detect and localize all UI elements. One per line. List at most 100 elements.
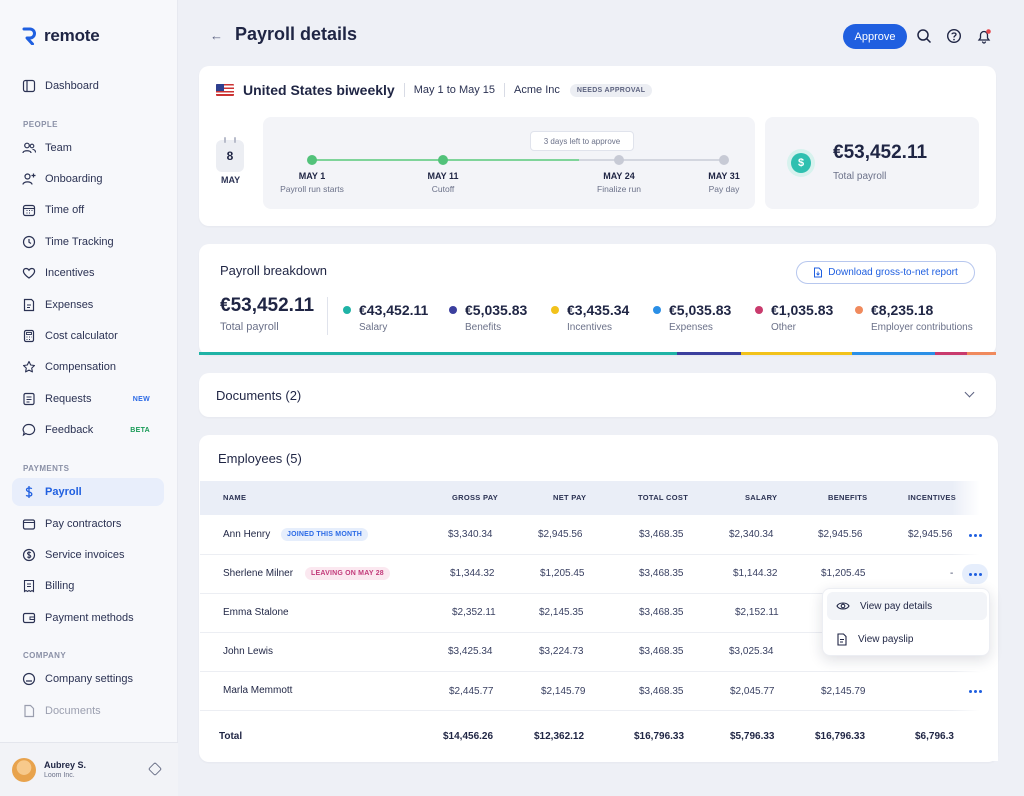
totals-label: Total: [219, 731, 243, 742]
column-header-total-cost[interactable]: TOTAL COST: [638, 493, 689, 502]
employee-name[interactable]: Ann Henry: [223, 529, 271, 540]
legend-dot: [653, 306, 661, 314]
salary: $2,045.77: [730, 686, 775, 697]
section-people: PEOPLE: [23, 120, 58, 129]
documents-card[interactable]: [199, 373, 996, 417]
sidebar-item-pay-contractors[interactable]: Pay contractors: [12, 510, 164, 538]
help-icon[interactable]: [946, 28, 962, 44]
menu-item-view-payslip[interactable]: View payslip: [827, 625, 987, 653]
sidebar-item-service-invoices[interactable]: Service invoices: [12, 541, 164, 569]
total-payroll-amount: €53,452.11: [833, 142, 928, 163]
divider: [504, 83, 506, 97]
row-actions-icon[interactable]: [962, 525, 988, 545]
legend-dot: [551, 306, 559, 314]
row-actions-icon[interactable]: [962, 681, 988, 701]
remote-logo-icon: [22, 27, 36, 45]
file-icon: [24, 704, 35, 718]
column-header-name[interactable]: NAME: [223, 493, 247, 502]
sidebar-item-payment-methods[interactable]: Payment methods: [12, 604, 164, 632]
employee-name[interactable]: John Lewis: [223, 646, 274, 657]
invoice-icon: [22, 548, 36, 562]
gross-pay: $3,340.34: [448, 529, 493, 540]
documents-title[interactable]: Documents (2): [216, 388, 302, 403]
approve-button[interactable]: Approve: [843, 24, 907, 49]
total-gross-pay: $14,456.26: [443, 731, 494, 742]
gross-pay: $2,445.77: [449, 686, 494, 697]
legend-dot: [855, 306, 863, 314]
employees-title: Employees (5): [218, 451, 302, 466]
employee-name[interactable]: Marla Memmott: [223, 685, 293, 696]
column-header-salary[interactable]: SALARY: [745, 493, 778, 502]
gross-pay: $3,425.34: [448, 646, 493, 657]
milestone-date: MAY 31: [708, 171, 740, 181]
sidebar-item-expenses[interactable]: Expenses: [12, 291, 164, 319]
sidebar-item-documents[interactable]: Documents: [12, 697, 164, 725]
logo[interactable]: remote: [22, 26, 100, 46]
sidebar-item-payroll[interactable]: Payroll: [12, 478, 164, 506]
salary: $3,025.34: [729, 646, 774, 657]
sidebar-item-team[interactable]: Team: [12, 134, 164, 162]
column-header-benefits[interactable]: BENEFITS: [828, 493, 868, 502]
sidebar-item-requests[interactable]: Requests NEW: [12, 385, 164, 413]
breakdown-label: Other: [771, 322, 797, 333]
switch-account-icon[interactable]: [147, 761, 163, 777]
document-icon: [837, 632, 847, 646]
benefits: $2,945.56: [818, 529, 863, 540]
download-report-button[interactable]: Download gross-to-net report: [796, 261, 975, 284]
row-actions-icon[interactable]: [962, 564, 988, 584]
sidebar-item-time-off[interactable]: Time off: [12, 196, 164, 224]
back-arrow-icon[interactable]: ←: [210, 28, 223, 43]
download-file-icon: [814, 267, 823, 278]
employee-name[interactable]: Emma Stalone: [223, 607, 289, 618]
add-user-icon: [22, 173, 36, 185]
section-payments: PAYMENTS: [23, 464, 70, 473]
notification-bell-icon[interactable]: [976, 28, 992, 44]
sidebar-item-feedback[interactable]: Feedback BETA: [12, 416, 164, 444]
breakdown-title: Payroll breakdown: [220, 263, 327, 278]
legend-dot: [755, 306, 763, 314]
beta-badge: BETA: [130, 426, 150, 434]
sidebar-item-time-tracking[interactable]: Time Tracking: [12, 228, 164, 256]
team-icon: [22, 142, 36, 154]
breakdown-value: €43,452.11: [359, 302, 429, 318]
payroll-timeline: 3 days left to approve MAY 1 Payroll run…: [263, 117, 755, 209]
column-header-incentives[interactable]: INCENTIVES: [908, 493, 957, 502]
sidebar-item-label: Service invoices: [45, 549, 125, 561]
sidebar-item-label: Feedback: [45, 424, 94, 436]
search-icon[interactable]: [916, 28, 932, 44]
sidebar-item-label: Time Tracking: [45, 236, 114, 248]
sidebar-item-compensation[interactable]: Compensation: [12, 353, 164, 381]
payroll-country: United States biweekly: [243, 82, 395, 98]
net-pay: $2,145.79: [541, 686, 586, 697]
total-cost: $3,468.35: [639, 529, 684, 540]
dollar-icon: [25, 486, 33, 498]
sidebar-item-onboarding[interactable]: Onboarding: [12, 165, 164, 193]
sidebar-item-billing[interactable]: Billing: [12, 572, 164, 600]
column-header-net-pay[interactable]: NET PAY: [553, 493, 587, 502]
sidebar-item-dashboard[interactable]: Dashboard: [12, 72, 164, 100]
calendar-month: MAY: [221, 175, 241, 185]
sidebar-item-company-settings[interactable]: Company settings: [12, 665, 164, 693]
milestone-date: MAY 11: [427, 171, 459, 181]
employee-name[interactable]: Sherlene Milner: [223, 568, 294, 579]
sidebar-item-incentives[interactable]: Incentives: [12, 259, 164, 287]
sidebar-item-cost-calculator[interactable]: Cost calculator: [12, 322, 164, 350]
bar-segment-employer-contributions: [967, 352, 996, 355]
milestone-label: Pay day: [708, 184, 740, 194]
milestone-dot: [438, 155, 448, 165]
heart-icon: [22, 267, 36, 279]
breakdown-total-amount: €53,452.11: [220, 295, 315, 316]
divider: [327, 297, 328, 335]
column-header-gross-pay[interactable]: GROSS PAY: [452, 493, 499, 502]
settings-icon: [22, 672, 36, 686]
divider: [403, 83, 405, 97]
total-cost: $3,468.35: [639, 568, 684, 579]
total-cost: $3,468.35: [639, 607, 684, 618]
bill-icon: [23, 579, 35, 593]
menu-item-view-pay-details[interactable]: View pay details: [827, 592, 987, 620]
dollar-circle-icon: $: [791, 153, 811, 173]
user-profile[interactable]: Aubrey S. Loom Inc.: [0, 742, 178, 796]
payroll-period: May 1 to May 15: [413, 84, 496, 96]
sidebar-item-label: Payroll: [45, 486, 82, 498]
